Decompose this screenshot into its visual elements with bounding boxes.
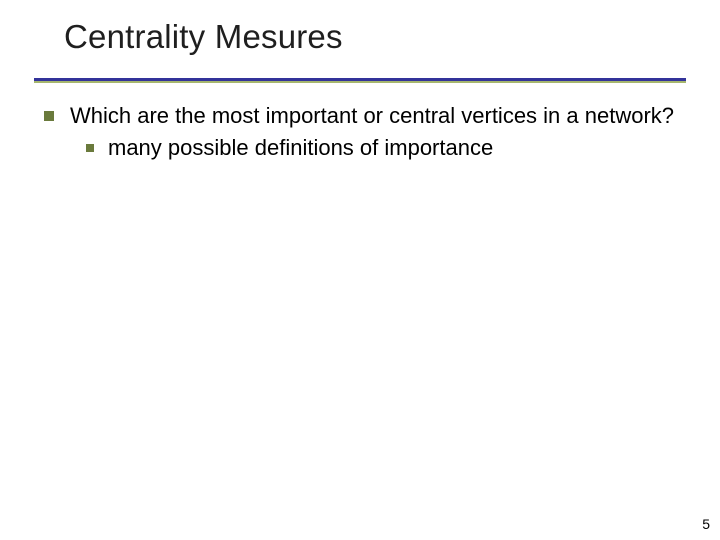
- slide: { "title": "Centrality Mesures", "bullet…: [0, 0, 720, 540]
- page-number: 5: [702, 516, 710, 532]
- bullet-row-1: Which are the most important or central …: [44, 102, 684, 130]
- slide-title: Centrality Mesures: [64, 18, 343, 56]
- bullet-text-1-1: many possible definitions of importance: [108, 134, 493, 162]
- bullet-text-1: Which are the most important or central …: [70, 102, 674, 130]
- content-area: Which are the most important or central …: [44, 102, 684, 162]
- bullet-row-1-1: many possible definitions of importance: [86, 134, 684, 162]
- square-bullet-icon: [86, 144, 94, 152]
- square-bullet-icon: [44, 111, 54, 121]
- title-rule-bottom: [34, 81, 686, 83]
